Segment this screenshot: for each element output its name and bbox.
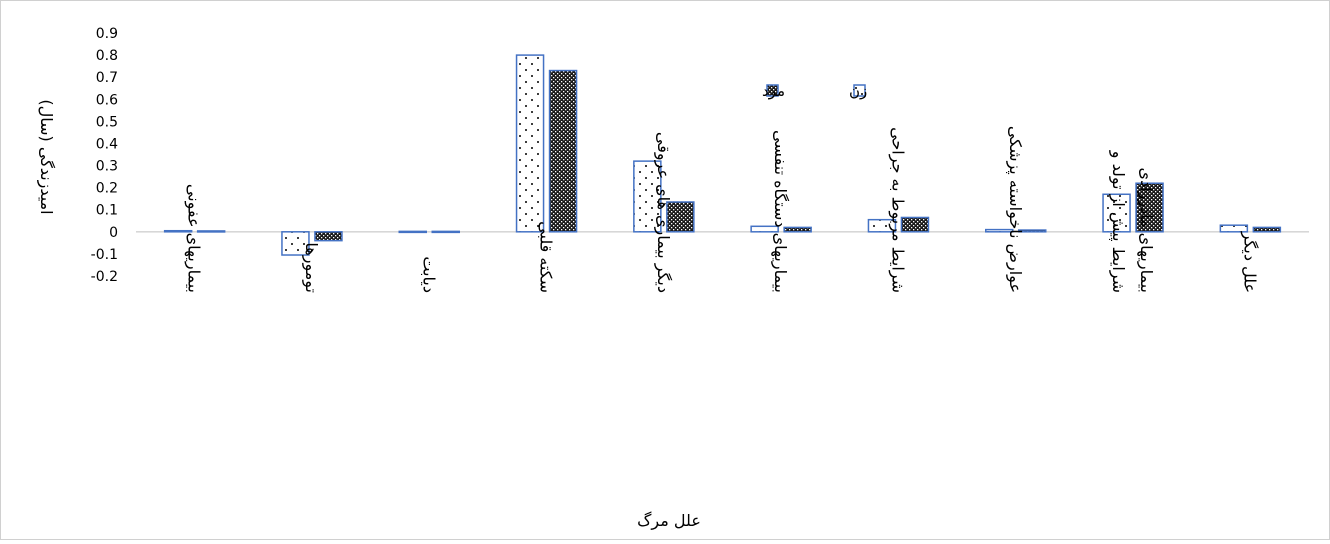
bar-male [431, 230, 460, 234]
bar-male [548, 69, 578, 233]
y-tick-label: 0.7 [96, 70, 118, 86]
y-axis-title: امیدزندگی (سال) [36, 99, 56, 214]
y-tick-label: 0.1 [96, 203, 118, 219]
x-tick-label: بیماریهای عفونی [184, 184, 204, 293]
y-tick-label: -0.1 [91, 247, 118, 263]
y-tick-label: 0.3 [96, 159, 118, 175]
legend-swatch-female [853, 84, 866, 97]
bar-female [750, 225, 779, 233]
legend-label-female: زن [849, 82, 867, 100]
bar-female [1219, 224, 1249, 233]
y-tick-label: 0 [109, 225, 118, 241]
x-axis-title: علل مرگ [637, 511, 701, 531]
y-tick-label: 0.5 [96, 114, 118, 130]
bar-male [196, 230, 226, 233]
x-tick-label: دیگر بیماری های عروقی [653, 132, 673, 293]
y-tick-label: 0.6 [96, 92, 118, 108]
x-tick-label: دیابت [419, 256, 438, 293]
y-tick-label: 0.2 [96, 181, 118, 197]
bar-female [867, 218, 897, 233]
y-tick-label: 0.9 [96, 26, 118, 42]
bar-female [163, 229, 193, 233]
x-tick-label: بیماریهای مادرزادی [1136, 167, 1156, 293]
legend: زن مرد [762, 82, 867, 100]
x-tick-label: تومورها [301, 242, 321, 293]
x-tick-label: شرایط پیش از تولد و [1108, 150, 1128, 293]
x-axis-category-labels: بیماریهای عفونی تومورها دیابت سکته قلبی دیگر… [184, 126, 1260, 293]
bar-male [314, 231, 343, 242]
y-tick-label: 0.8 [96, 48, 118, 64]
bar-male [783, 226, 812, 233]
bar-female [515, 54, 545, 233]
bar-female [1102, 193, 1131, 233]
bars-group [163, 54, 1282, 256]
bar-female [985, 228, 1014, 233]
bar-female [398, 230, 427, 234]
x-tick-label: سکته قلبی [537, 221, 556, 293]
legend-swatch-male [766, 84, 779, 97]
bar-female [281, 231, 310, 256]
x-tick-label: شرایط مربوط به جراحی [887, 127, 907, 293]
y-axis-ticks: 0.9 0.8 0.7 0.6 0.5 0.4 0.3 0.2 0.1 0 -0.1 -0.2 [91, 26, 118, 285]
x-tick-label: عوارض ناخواسته پزشکی [1005, 126, 1025, 293]
bar-male [1135, 182, 1164, 233]
bar-male [1252, 226, 1282, 233]
bar-male [900, 216, 930, 233]
bar-female [633, 160, 662, 233]
bar-male [666, 201, 695, 233]
x-tick-label: بیماریهای دستگاه تنفسی [770, 130, 790, 293]
x-tick-label: علل دیگر [1239, 231, 1259, 293]
y-tick-label: -0.2 [91, 269, 118, 285]
y-tick-label: 0.4 [96, 136, 118, 152]
bar-male [1018, 229, 1047, 233]
legend-label-male: مرد [762, 82, 785, 100]
